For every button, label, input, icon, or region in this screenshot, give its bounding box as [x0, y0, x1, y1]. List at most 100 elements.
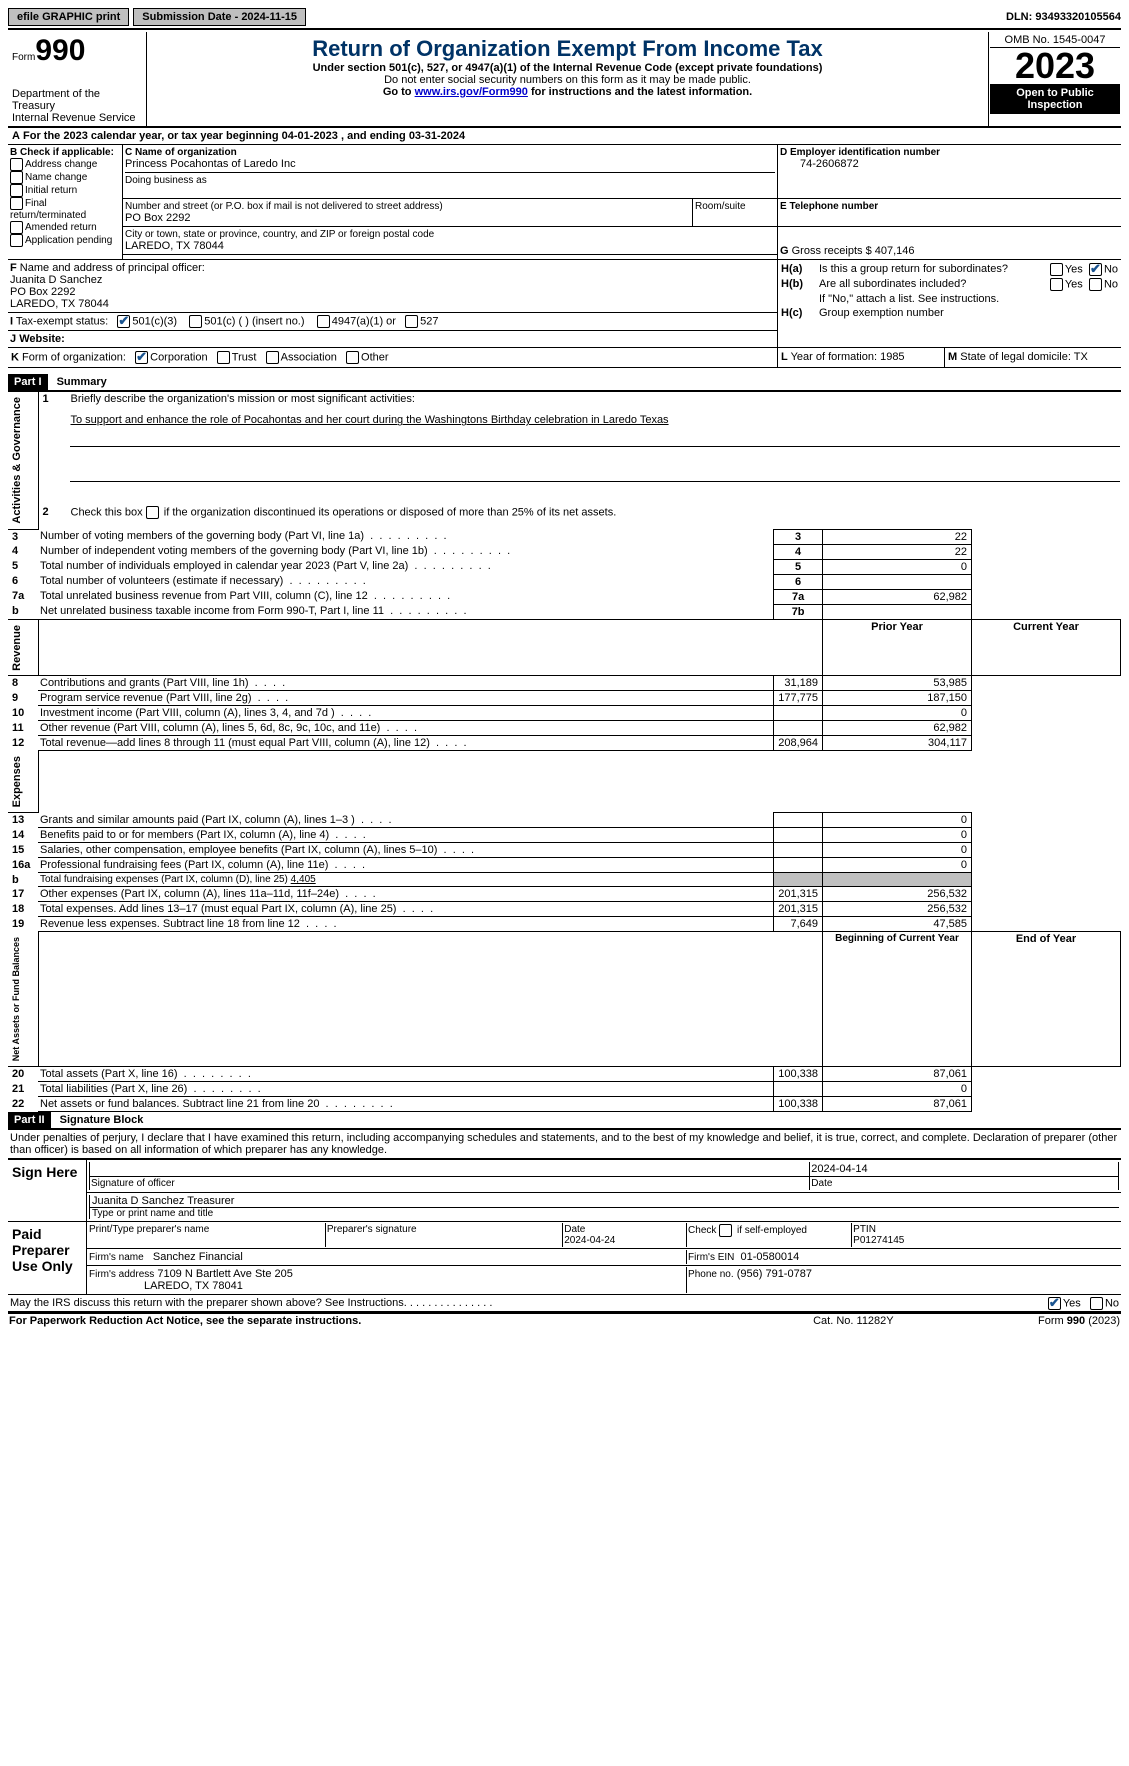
- hb-no-checkbox[interactable]: [1089, 278, 1102, 291]
- line-box: 3: [774, 529, 823, 544]
- line-no: 5: [8, 559, 38, 574]
- prior-val: [774, 858, 823, 873]
- curr-val: 62,982: [823, 721, 972, 736]
- part1-header-row: Part I Summary: [8, 374, 1121, 390]
- final-return-checkbox[interactable]: [10, 197, 23, 210]
- initial-return-label: Initial return: [25, 185, 77, 196]
- subtitle2: Do not enter social security numbers on …: [151, 74, 984, 86]
- discontinued-checkbox[interactable]: [146, 506, 159, 519]
- box-j-label: J: [10, 333, 16, 345]
- curr-val: 0: [823, 828, 972, 843]
- instructions-link[interactable]: www.irs.gov/Form990: [415, 86, 528, 98]
- declaration-text: Under penalties of perjury, I declare th…: [8, 1130, 1121, 1158]
- submission-button[interactable]: Submission Date - 2024-11-15: [133, 8, 306, 26]
- 4947-checkbox[interactable]: [317, 315, 330, 328]
- 527-checkbox[interactable]: [405, 315, 418, 328]
- officer-city: LAREDO, TX 78044: [10, 298, 109, 310]
- line1-text: Briefly describe the organization's miss…: [69, 392, 1121, 413]
- part2-hdr: Part II: [8, 1112, 51, 1128]
- self-emp-checkbox[interactable]: [719, 1224, 732, 1237]
- sig-date: 2024-04-14: [810, 1162, 1119, 1177]
- assoc-label: Association: [281, 351, 337, 363]
- ha-no-checkbox[interactable]: [1089, 263, 1102, 276]
- hb-yes-checkbox[interactable]: [1050, 278, 1063, 291]
- prior-val: 177,775: [774, 691, 823, 706]
- box-e-label: E Telephone number: [780, 201, 1119, 212]
- end-year-hdr: End of Year: [972, 932, 1121, 1067]
- line-no: 21: [8, 1082, 38, 1097]
- goto-prefix: Go to: [383, 86, 415, 98]
- end-val: 87,061: [823, 1067, 972, 1082]
- ha-yes-label: Yes: [1065, 263, 1083, 275]
- prior-val: 208,964: [774, 736, 823, 751]
- line-text: Benefits paid to or for members (Part IX…: [38, 828, 774, 843]
- app-pending-checkbox[interactable]: [10, 234, 23, 247]
- hc-label: H(c): [780, 306, 818, 320]
- prior-val: 201,315: [774, 902, 823, 917]
- hb-note: If "No," attach a list. See instructions…: [818, 292, 1119, 306]
- efile-button[interactable]: efile GRAPHIC print: [8, 8, 129, 26]
- line-no: 22: [8, 1097, 38, 1112]
- sig-officer-label: Signature of officer: [90, 1177, 810, 1191]
- discuss-no-checkbox[interactable]: [1090, 1297, 1103, 1310]
- part2-header-row: Part II Signature Block: [8, 1112, 1121, 1128]
- begin-year-hdr: Beginning of Current Year: [823, 932, 972, 1067]
- line-no: 20: [8, 1067, 38, 1082]
- line-no: 18: [8, 902, 38, 917]
- prep-date-label: Date: [564, 1224, 585, 1235]
- tax-year-begin: 04-01-2023: [282, 130, 338, 142]
- line-text: Other expenses (Part IX, column (A), lin…: [38, 887, 774, 902]
- line2-text-a: Check this box: [71, 507, 146, 519]
- line2-text-b: if the organization discontinued its ope…: [161, 507, 617, 519]
- name-change-checkbox[interactable]: [10, 171, 23, 184]
- website-label: Website:: [19, 333, 65, 345]
- line-no: b: [8, 873, 38, 887]
- discuss-yes-checkbox[interactable]: [1048, 1297, 1061, 1310]
- form-word: Form: [12, 52, 35, 63]
- other-checkbox[interactable]: [346, 351, 359, 364]
- addr-change-checkbox[interactable]: [10, 158, 23, 171]
- 4947-label: 4947(a)(1) or: [332, 315, 396, 327]
- box-i-label: I: [10, 315, 13, 327]
- ha-no-label: No: [1104, 263, 1118, 275]
- line-text: Revenue less expenses. Subtract line 18 …: [38, 917, 774, 932]
- form-title: Return of Organization Exempt From Incom…: [151, 36, 984, 62]
- ptin-label: PTIN: [853, 1224, 876, 1235]
- room-label: Room/suite: [695, 201, 775, 212]
- amended-checkbox[interactable]: [10, 221, 23, 234]
- box-k-label: K: [11, 351, 19, 363]
- 501c-checkbox[interactable]: [189, 315, 202, 328]
- corp-checkbox[interactable]: [135, 351, 148, 364]
- goto-suffix: for instructions and the latest informat…: [528, 86, 752, 98]
- prior-val: [774, 843, 823, 858]
- line-no: 14: [8, 828, 38, 843]
- prep-sig-label: Preparer's signature: [325, 1223, 562, 1247]
- side-rev: Revenue: [9, 621, 25, 675]
- ha-yes-checkbox[interactable]: [1050, 263, 1063, 276]
- box-g-label: G: [780, 245, 789, 257]
- discuss-text: May the IRS discuss this return with the…: [10, 1297, 407, 1309]
- amended-label: Amended return: [25, 222, 97, 233]
- begin-val: [774, 1082, 823, 1097]
- line-box: 7a: [774, 589, 823, 604]
- footer-right-form: 990: [1067, 1315, 1085, 1327]
- assoc-checkbox[interactable]: [266, 351, 279, 364]
- initial-return-checkbox[interactable]: [10, 184, 23, 197]
- line-no: 8: [8, 676, 38, 691]
- line-no: 13: [8, 813, 38, 828]
- part1-hdr: Part I: [8, 374, 48, 390]
- line-value: [823, 604, 972, 619]
- box-m-label: M: [948, 351, 957, 363]
- curr-val: 47,585: [823, 917, 972, 932]
- phone-label: Phone no.: [688, 1269, 734, 1280]
- open-public-label: Open to Public Inspection: [990, 84, 1120, 114]
- line-text: Total number of individuals employed in …: [38, 559, 774, 574]
- part2-title: Signature Block: [54, 1114, 144, 1126]
- trust-checkbox[interactable]: [217, 351, 230, 364]
- begin-val: 100,338: [774, 1067, 823, 1082]
- line-no: 11: [8, 721, 38, 736]
- city-value: LAREDO, TX 78044: [125, 240, 775, 252]
- prior-year-hdr: Prior Year: [823, 619, 972, 676]
- 501c3-checkbox[interactable]: [117, 315, 130, 328]
- line-no: 15: [8, 843, 38, 858]
